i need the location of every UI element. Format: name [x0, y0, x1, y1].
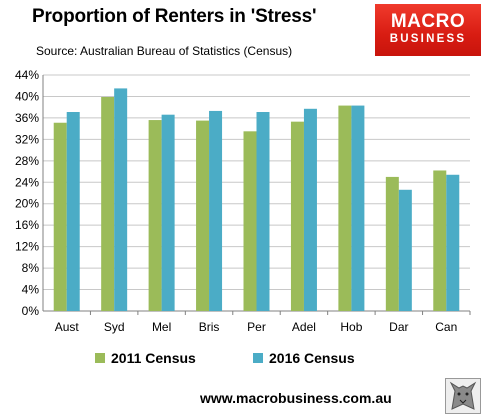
bar-dar-2016 [398, 189, 412, 311]
legend-swatch-2011 [95, 353, 105, 363]
y-tick-label: 24% [15, 175, 39, 189]
macrobusiness-logo: MACRO BUSINESS [375, 4, 481, 56]
y-tick-label: 20% [15, 197, 39, 211]
legend-item-2011: 2011 Census [95, 350, 196, 366]
bar-chart: 0% 4% 8% 12% 16% 20% 24% 28% 32% 36% 40% 44% Aust Syd… [15, 68, 471, 334]
y-tick-label: 32% [15, 132, 39, 146]
legend-item-2016: 2016 Census [253, 350, 355, 366]
bar-can-2016 [446, 174, 460, 311]
bar-mel-2016 [161, 114, 175, 311]
chart-title: Proportion of Renters in 'Stress' [32, 6, 317, 27]
footer-url[interactable]: www.macrobusiness.com.au [200, 390, 392, 406]
legend-label-2011: 2011 Census [111, 350, 196, 366]
logo-line-2: BUSINESS [389, 33, 467, 45]
x-tick-label: Can [435, 320, 457, 334]
x-tick-label: Bris [199, 320, 220, 334]
x-tick-label: Aust [55, 320, 80, 334]
y-tick-label: 40% [15, 89, 39, 103]
x-tick-label: Hob [340, 320, 362, 334]
x-tick-label: Per [247, 320, 266, 334]
y-tick-label: 0% [22, 304, 40, 318]
y-tick-label: 16% [15, 218, 39, 232]
y-tick-label: 36% [15, 111, 39, 125]
y-tick-label: 8% [22, 261, 40, 275]
legend-label-2016: 2016 Census [269, 350, 355, 366]
bar-adel-2011 [290, 121, 304, 311]
bar-bris-2011 [196, 120, 210, 311]
bar-per-2016 [256, 112, 270, 311]
bar-mel-2011 [148, 120, 162, 312]
bar-can-2011 [433, 170, 447, 311]
logo-line-1: MACRO [390, 11, 466, 32]
y-tick-label: 4% [22, 283, 40, 297]
bar-bris-2016 [209, 110, 223, 311]
bar-aust-2011 [53, 122, 67, 312]
chart-source: Source: Australian Bureau of Statistics … [36, 44, 293, 58]
bar-dar-2011 [385, 176, 399, 311]
bar-per-2011 [243, 131, 257, 311]
bar-aust-2016 [66, 112, 80, 311]
bar-syd-2016 [114, 88, 128, 311]
y-tick-label: 28% [15, 154, 39, 168]
legend-swatch-2016 [253, 353, 263, 363]
bar-hob-2016 [351, 105, 365, 311]
bar-adel-2016 [303, 108, 317, 311]
y-tick-label: 44% [15, 68, 39, 82]
bar-hob-2011 [338, 105, 352, 311]
x-tick-label: Adel [292, 320, 316, 334]
y-tick-label: 12% [15, 240, 39, 254]
wolf-icon [445, 378, 481, 414]
bar-syd-2011 [101, 96, 115, 311]
x-tick-label: Mel [152, 320, 171, 334]
x-tick-label: Syd [104, 320, 125, 334]
x-tick-label: Dar [389, 320, 408, 334]
